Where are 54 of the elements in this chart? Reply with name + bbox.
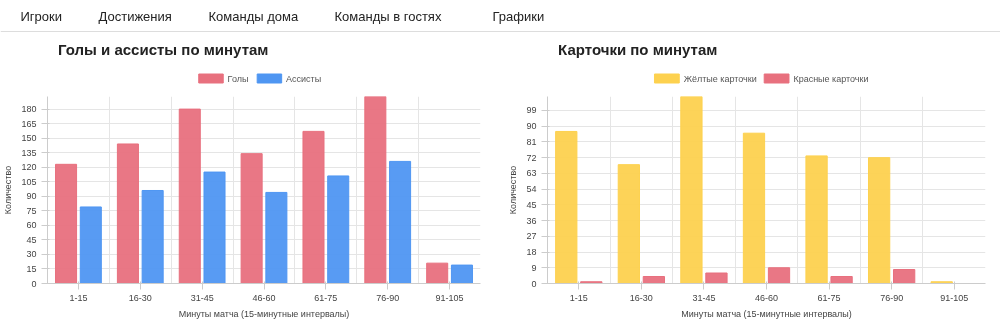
x-tick-label: 16-30	[128, 292, 152, 303]
x-tick-label: 16-30	[629, 292, 653, 303]
x-tick-label: 91-105	[435, 292, 464, 303]
y-tick-label: 0	[531, 278, 537, 289]
y-axis-title: Количество	[508, 165, 519, 215]
text: Достижения	[98, 9, 172, 24]
y-tick-label: 99	[526, 105, 537, 116]
chart-title: Карточки по минутам	[558, 40, 718, 58]
chart-title: Голы и ассисты по минутам	[58, 40, 269, 58]
x-tick-label: 61-75	[314, 292, 338, 303]
y-tick-label: 180	[21, 104, 37, 115]
y-tick-label: 36	[526, 215, 537, 226]
legend-label: Красные карточки	[793, 73, 869, 84]
y-tick-label: 45	[526, 199, 537, 210]
y-tick-label: 105	[21, 176, 37, 187]
x-tick-label: 31-45	[190, 292, 214, 303]
legend-label: Жёлтые карточки	[683, 73, 757, 84]
y-tick-label: 0	[31, 278, 37, 289]
y-tick-label: 135	[21, 147, 37, 158]
y-tick-label: 72	[526, 152, 537, 163]
text: Графики	[492, 9, 545, 24]
x-tick-label: 61-75	[817, 292, 841, 303]
y-tick-label: 9	[531, 262, 537, 273]
text: Игроки	[20, 9, 62, 24]
text: Команды дома	[208, 9, 299, 24]
y-tick-label: 75	[26, 205, 37, 216]
x-tick-label: 46-60	[754, 292, 779, 303]
y-tick-label: 45	[26, 234, 37, 245]
x-tick-label: 46-60	[252, 292, 276, 303]
legend-label: Ассисты	[286, 73, 322, 84]
text: Команды в гостях	[334, 9, 442, 24]
x-axis-title: Минуты матча (15-минутные интервалы)	[178, 308, 350, 319]
y-tick-label: 90	[26, 191, 37, 202]
y-tick-label: 81	[526, 136, 537, 147]
x-tick-label: 31-45	[692, 292, 716, 303]
y-tick-label: 150	[21, 133, 37, 144]
x-tick-label: 1-15	[569, 292, 588, 303]
y-tick-label: 27	[526, 231, 537, 242]
y-tick-label: 60	[26, 220, 37, 231]
x-tick-label: 1-15	[69, 292, 88, 303]
y-tick-label: 30	[26, 249, 37, 260]
x-tick-label: 76-90	[880, 292, 904, 303]
y-axis-title: Количество	[3, 165, 14, 215]
x-tick-label: 76-90	[376, 292, 400, 303]
x-tick-label: 91-105	[940, 292, 969, 303]
y-tick-label: 120	[21, 162, 37, 173]
x-axis-title: Минуты матча (15-минутные интервалы)	[681, 308, 852, 319]
y-tick-label: 54	[526, 184, 537, 195]
y-tick-label: 90	[526, 121, 537, 132]
y-tick-label: 15	[26, 263, 37, 274]
y-tick-label: 63	[526, 168, 537, 179]
y-tick-label: 165	[21, 118, 37, 129]
legend-label: Голы	[227, 73, 249, 84]
y-tick-label: 18	[526, 247, 537, 258]
